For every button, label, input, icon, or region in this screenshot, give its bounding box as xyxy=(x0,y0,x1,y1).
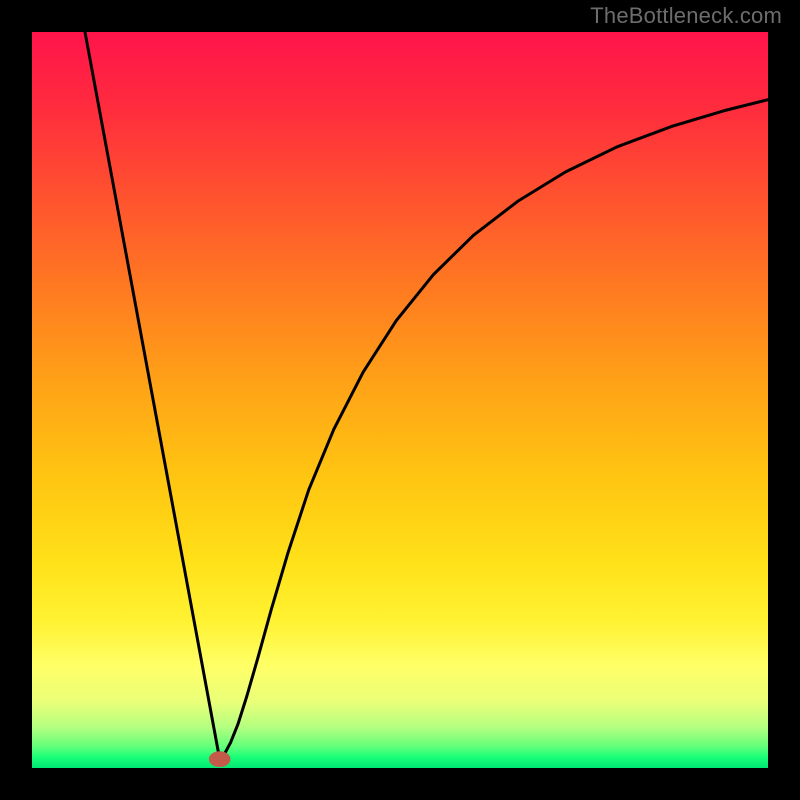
bottleneck-chart xyxy=(32,32,768,768)
gradient-background xyxy=(32,32,768,768)
optimal-point-marker xyxy=(209,752,230,767)
watermark-text: TheBottleneck.com xyxy=(590,3,782,29)
